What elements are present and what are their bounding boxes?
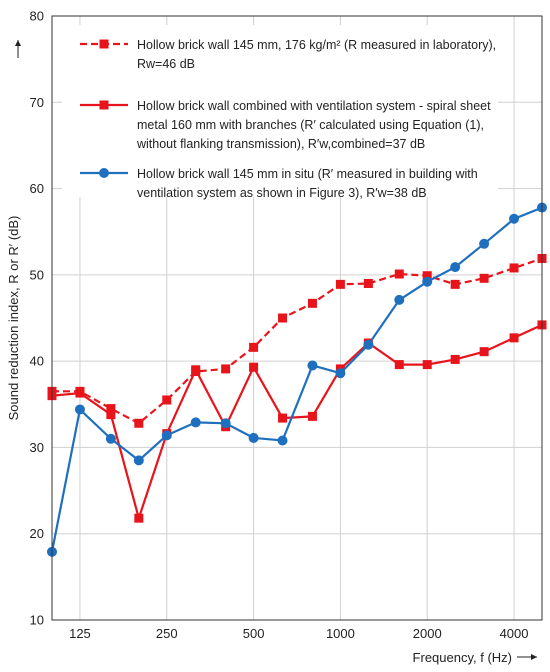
data-point xyxy=(307,298,317,308)
legend-item-3: Hollow brick wall 145 mm in situ (R′ mea… xyxy=(80,167,478,200)
data-point xyxy=(479,238,490,249)
legend: Hollow brick wall 145 mm, 176 kg/m² (R m… xyxy=(62,25,498,200)
x-axis-label: Frequency, f (Hz) xyxy=(413,650,512,665)
data-point xyxy=(363,278,373,288)
y-tick-label: 40 xyxy=(30,354,44,369)
data-point xyxy=(394,269,404,279)
x-tick-label: 2000 xyxy=(413,626,442,641)
series-3 xyxy=(47,202,547,557)
data-point xyxy=(450,279,460,289)
data-point xyxy=(161,430,172,441)
series-2 xyxy=(47,320,547,523)
x-tick-label: 4000 xyxy=(500,626,529,641)
data-point xyxy=(509,213,520,224)
legend-text: without flanking transmission), R′w,comb… xyxy=(136,137,425,151)
data-point xyxy=(422,276,433,287)
data-point xyxy=(307,360,318,371)
data-point xyxy=(278,313,288,323)
data-point xyxy=(335,279,345,289)
data-point xyxy=(221,364,231,374)
y-tick-label: 70 xyxy=(30,95,44,110)
data-point xyxy=(307,411,317,421)
y-tick-label: 20 xyxy=(30,526,44,541)
data-point xyxy=(479,273,489,283)
legend-text: Hollow brick wall 145 mm in situ (R′ mea… xyxy=(137,167,478,181)
data-point xyxy=(105,433,116,444)
data-point xyxy=(422,360,432,370)
data-point xyxy=(479,347,489,357)
data-point xyxy=(509,333,519,343)
data-point xyxy=(422,271,432,281)
data-point xyxy=(191,365,201,375)
data-point xyxy=(277,435,288,446)
legend-text: metal 160 mm with branches (R′ calculate… xyxy=(137,118,484,132)
data-point xyxy=(249,342,259,352)
data-point xyxy=(162,395,172,405)
y-tick-label: 50 xyxy=(30,267,44,282)
x-tick-label: 250 xyxy=(156,626,178,641)
y-tick-label: 10 xyxy=(30,613,44,628)
y-axis-label: Sound reduction index, R or R′ (dB) xyxy=(6,216,21,421)
data-point xyxy=(106,410,116,420)
legend-item-2: Hollow brick wall combined with ventilat… xyxy=(80,99,491,151)
y-tick-labels: 10 20 30 40 50 60 70 80 xyxy=(30,9,44,628)
x-tick-label: 125 xyxy=(69,626,91,641)
data-point xyxy=(249,362,259,372)
data-point xyxy=(248,432,259,443)
data-point xyxy=(75,388,85,398)
y-tick-label: 80 xyxy=(30,9,44,24)
legend-marker xyxy=(99,168,109,178)
legend-item-1: Hollow brick wall 145 mm, 176 kg/m² (R m… xyxy=(80,38,496,71)
data-point xyxy=(450,354,460,364)
data-point xyxy=(220,418,231,429)
legend-text: ventilation system as shown in Figure 3)… xyxy=(137,186,427,200)
data-point xyxy=(133,455,144,466)
data-point xyxy=(134,513,144,523)
axis-arrows xyxy=(15,40,537,660)
data-point xyxy=(74,404,85,415)
legend-marker xyxy=(99,39,109,49)
series-line xyxy=(51,323,543,523)
data-point xyxy=(394,360,404,370)
x-tick-labels: 125 250 500 1000 2000 4000 xyxy=(69,626,528,641)
x-tick-label: 1000 xyxy=(326,626,355,641)
data-point xyxy=(509,263,519,273)
plot-frame xyxy=(51,15,543,621)
data-point xyxy=(106,404,116,414)
legend-text: Hollow brick wall combined with ventilat… xyxy=(137,99,491,113)
x-tick-label: 500 xyxy=(243,626,265,641)
data-point xyxy=(394,294,405,305)
legend-text: Rw=46 dB xyxy=(137,57,195,71)
data-point xyxy=(450,262,461,273)
y-tick-label: 30 xyxy=(30,440,44,455)
data-point xyxy=(278,413,288,423)
y-tick-label: 60 xyxy=(30,181,44,196)
data-point xyxy=(363,339,374,350)
series-layer xyxy=(47,202,547,557)
data-point xyxy=(190,417,201,428)
series-line xyxy=(52,257,543,425)
legend-text: Hollow brick wall 145 mm, 176 kg/m² (R m… xyxy=(137,38,496,52)
legend-marker xyxy=(99,100,109,110)
data-point xyxy=(335,368,346,379)
data-point xyxy=(134,418,144,428)
series-line xyxy=(50,206,543,553)
